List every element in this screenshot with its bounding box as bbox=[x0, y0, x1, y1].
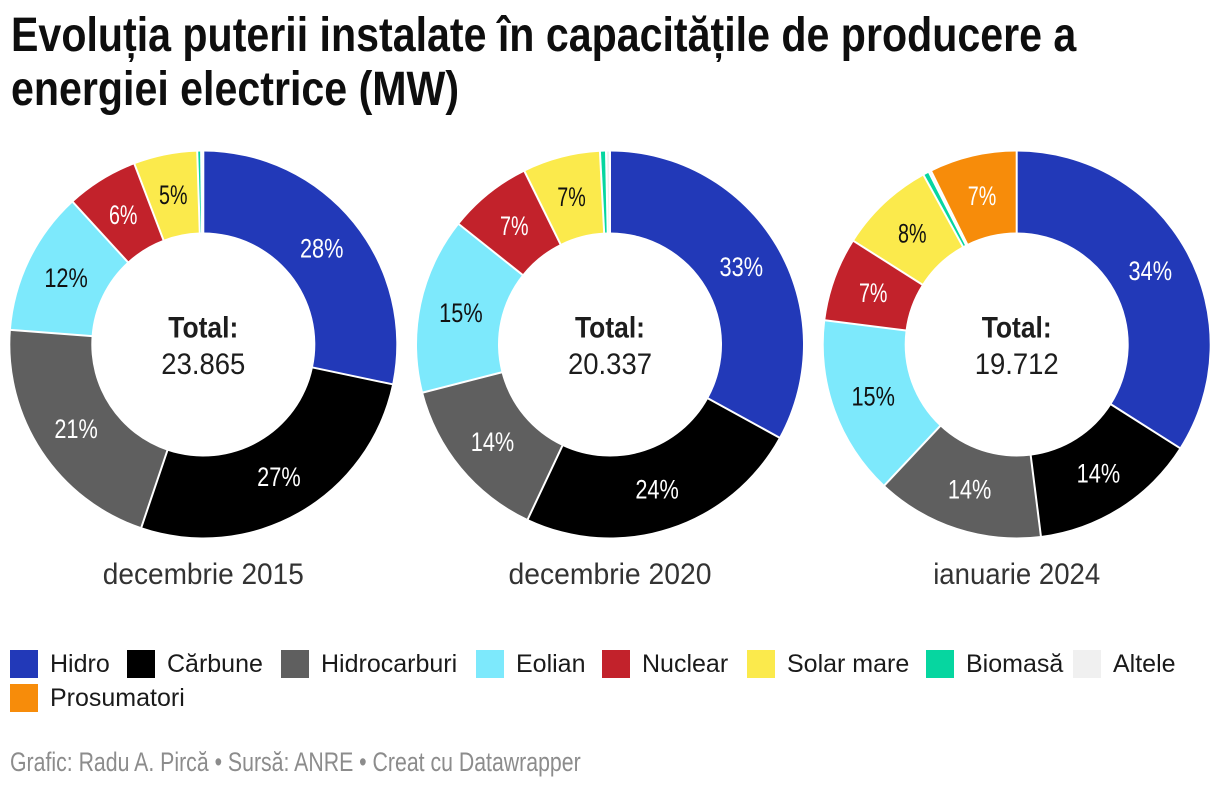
svg-text:28%: 28% bbox=[300, 234, 344, 264]
svg-text:7%: 7% bbox=[968, 181, 997, 211]
svg-text:15%: 15% bbox=[439, 298, 483, 328]
svg-text:12%: 12% bbox=[44, 263, 88, 293]
svg-text:Total:: Total: bbox=[168, 312, 238, 345]
svg-text:27%: 27% bbox=[257, 462, 301, 492]
svg-text:ianuarie 2024: ianuarie 2024 bbox=[933, 558, 1100, 591]
svg-text:Total:: Total: bbox=[575, 312, 645, 345]
svg-text:14%: 14% bbox=[1077, 459, 1121, 489]
svg-text:decembrie 2015: decembrie 2015 bbox=[103, 558, 304, 591]
svg-text:21%: 21% bbox=[54, 414, 98, 444]
svg-text:7%: 7% bbox=[500, 211, 529, 241]
svg-text:33%: 33% bbox=[720, 252, 764, 282]
svg-text:20.337: 20.337 bbox=[568, 348, 652, 381]
svg-text:decembrie 2020: decembrie 2020 bbox=[509, 558, 712, 591]
svg-text:34%: 34% bbox=[1129, 256, 1173, 286]
svg-text:7%: 7% bbox=[859, 278, 888, 308]
svg-text:14%: 14% bbox=[948, 475, 992, 505]
svg-text:7%: 7% bbox=[557, 182, 586, 212]
svg-text:24%: 24% bbox=[635, 475, 679, 505]
svg-text:15%: 15% bbox=[851, 381, 895, 411]
svg-text:Total:: Total: bbox=[982, 312, 1052, 345]
svg-text:19.712: 19.712 bbox=[975, 348, 1059, 381]
svg-text:8%: 8% bbox=[898, 219, 927, 249]
svg-text:6%: 6% bbox=[109, 200, 138, 230]
svg-text:5%: 5% bbox=[159, 180, 188, 210]
svg-text:14%: 14% bbox=[471, 427, 515, 457]
svg-text:23.865: 23.865 bbox=[161, 348, 245, 381]
